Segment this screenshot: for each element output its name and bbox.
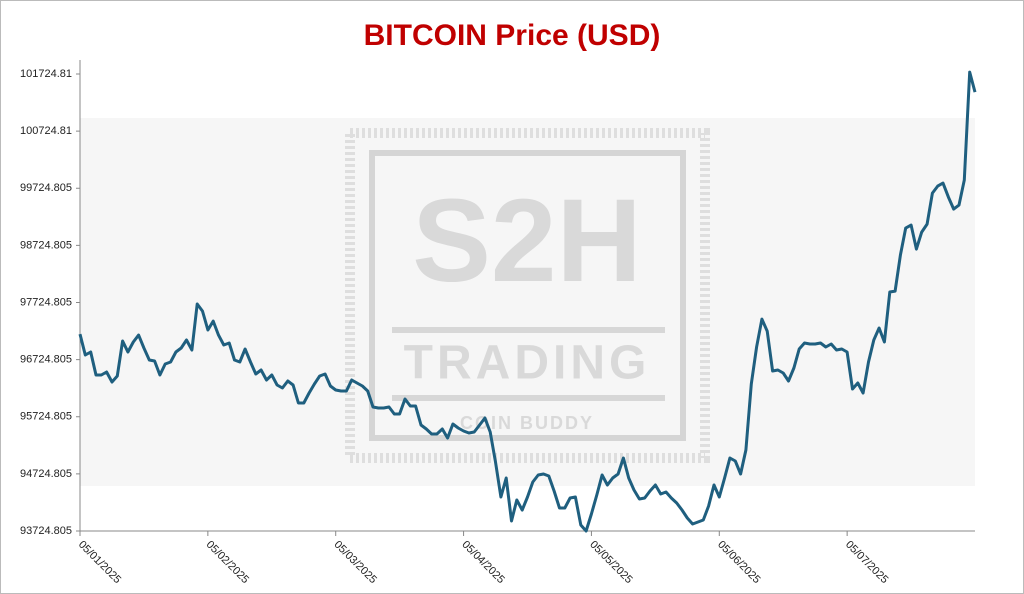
- y-tick-label: 100724.81: [20, 125, 72, 137]
- watermark-logo: S2H: [412, 175, 642, 307]
- y-tick-label: 101724.81: [20, 68, 72, 80]
- y-tick-label: 97724.805: [20, 296, 72, 308]
- y-tick-label: 94724.805: [20, 468, 72, 480]
- chart-title: BITCOIN Price (USD): [364, 19, 661, 52]
- stamp-edge: [345, 128, 710, 463]
- watermark: S2H TRADING COIN BUDDY: [345, 128, 710, 463]
- price-line: [78, 70, 977, 533]
- y-tick-label: 93724.805: [20, 525, 72, 537]
- y-tick-label: 99724.805: [20, 182, 72, 194]
- y-tick-label: 96724.805: [20, 354, 72, 366]
- y-tick-label: 95724.805: [20, 411, 72, 423]
- stamp-border: [369, 150, 686, 441]
- watermark-name: TRADING: [404, 337, 651, 390]
- watermark-tagline: COIN BUDDY: [460, 413, 594, 433]
- y-tick-label: 98724.805: [20, 239, 72, 251]
- watermark-band: [80, 118, 975, 486]
